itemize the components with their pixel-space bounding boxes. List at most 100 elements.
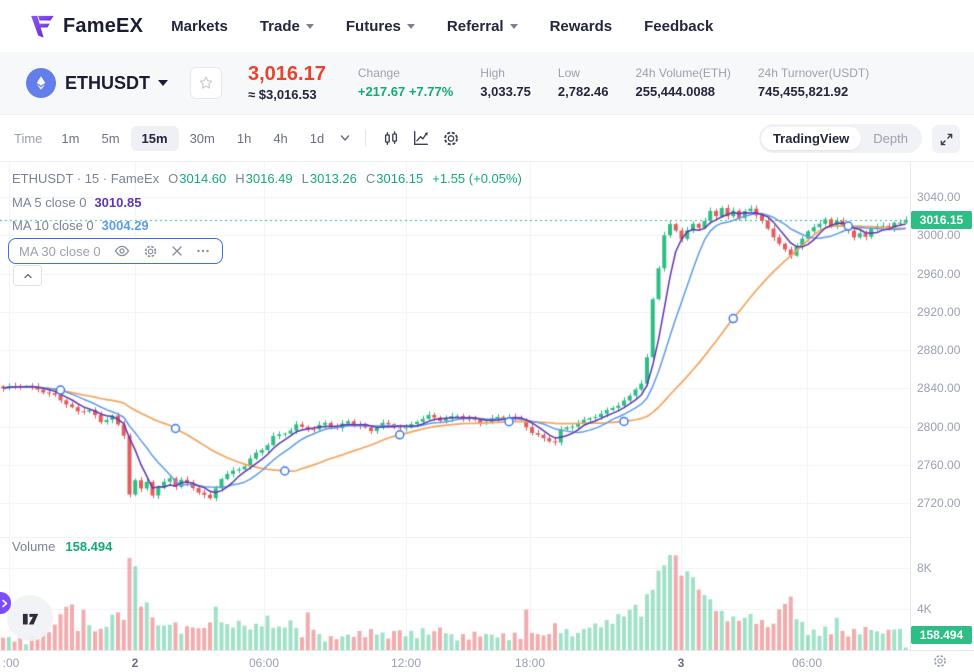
gear-icon	[934, 655, 946, 667]
candlestick-icon	[385, 130, 398, 145]
nav-item-trade[interactable]: Trade	[260, 18, 314, 35]
stat-change: Change +217.67 +7.77%	[357, 65, 454, 99]
star-icon	[199, 76, 213, 89]
timeframe-1d[interactable]: 1d	[299, 126, 335, 151]
last-price: 3,016.17	[248, 63, 326, 86]
tradingview-logo-icon	[22, 613, 39, 625]
ma30-label: MA 30 close 0	[19, 243, 101, 259]
pane-divider	[0, 537, 910, 538]
stat-low: Low 2,782.46	[557, 65, 609, 99]
chart-view-switch: TradingView Depth	[758, 124, 922, 153]
ma5-value: 3010.85	[94, 195, 142, 210]
gear-icon	[444, 131, 459, 145]
pair-name: ETHUSDT	[65, 72, 150, 93]
axis-settings-button[interactable]	[932, 653, 948, 669]
nav-item-markets[interactable]: Markets	[171, 17, 228, 35]
chart-toolbar: Time 1m 5m 15m 30m 1h 4h 1d TradingView	[0, 115, 974, 162]
price-chart-canvas[interactable]	[0, 162, 910, 650]
price-block: 3,016.17 ≈ $3,016.53	[248, 63, 326, 103]
top-navigation: FameEX Markets Trade Futures Referral Re…	[0, 0, 974, 52]
price-tick-label: 3040.00	[917, 190, 961, 204]
favorite-button[interactable]	[190, 67, 222, 99]
chart-settings-button[interactable]	[436, 123, 466, 153]
fameex-logo[interactable]: FameEX	[28, 12, 143, 40]
price-tick-label: 2760.00	[917, 457, 961, 472]
stat-high: High 3,033.75	[480, 65, 531, 99]
price-tick-label: 2880.00	[917, 343, 961, 357]
remove-indicator-icon[interactable]	[171, 245, 183, 257]
price-tick-label: 2960.00	[917, 266, 961, 281]
caret-down-icon	[406, 23, 415, 29]
legend-open: O 3014.60	[168, 171, 227, 186]
legend-title: ETHUSDT · 15 · FameEx	[12, 171, 160, 186]
nav-item-feedback[interactable]: Feedback	[644, 17, 714, 35]
expand-icon	[940, 133, 952, 145]
more-options-icon[interactable]	[196, 244, 210, 258]
ticker-bar: ETHUSDT 3,016.17 ≈ $3,016.53 Change +217…	[0, 52, 974, 115]
volume-legend: Volume 158.494	[12, 539, 113, 554]
legend-change: +1.55 (+0.05%)	[432, 171, 522, 186]
chart-area: ETHUSDT · 15 · FameEx O 3014.60 H 3016.49 …	[0, 162, 974, 672]
timeframe-5m[interactable]: 5m	[90, 126, 130, 151]
timeframe-1h[interactable]: 1h	[226, 126, 262, 151]
stat-volume: 24h Volume(ETH) 255,444.0088	[635, 65, 731, 99]
tradingview-watermark[interactable]	[7, 595, 53, 641]
tab-tradingview[interactable]: TradingView	[760, 127, 862, 150]
indicator-settings-icon[interactable]	[143, 244, 158, 259]
fameex-logo-icon	[31, 15, 54, 38]
timeframe-30m[interactable]: 30m	[179, 126, 226, 151]
price-axis-border	[910, 162, 911, 650]
drawing-toolbar-handle[interactable]	[0, 592, 11, 614]
ma10-value: 3004.29	[101, 218, 149, 233]
caret-down-icon	[305, 23, 314, 29]
timeframe-4h[interactable]: 4h	[262, 126, 298, 151]
eye-icon[interactable]	[114, 243, 130, 259]
legend-collapse-button[interactable]	[13, 265, 42, 286]
nav-item-futures[interactable]: Futures	[346, 18, 415, 35]
fullscreen-button[interactable]	[932, 125, 960, 153]
ma30-legend-hovered: MA 30 close 0	[8, 238, 223, 264]
volume-tick-label: 4K	[917, 602, 932, 616]
timeframe-1m[interactable]: 1m	[50, 126, 90, 151]
ticker-stats: Change +217.67 +7.77% High 3,033.75 Low …	[358, 66, 869, 100]
caret-down-icon	[158, 80, 168, 86]
price-tick-label: 3000.00	[917, 228, 961, 243]
chart-legend: ETHUSDT · 15 · FameEx O 3014.60 H 3016.49 …	[12, 172, 522, 185]
legend-low: L 3013.26	[301, 171, 357, 186]
price-tick-label: 2840.00	[917, 381, 961, 396]
main-nav: Markets Trade Futures Referral Rewards F…	[171, 18, 713, 35]
ma10-legend: MA 10 close 0 3004.29	[12, 218, 149, 233]
legend-close: C 3016.15	[365, 171, 424, 186]
chevron-up-icon	[23, 273, 32, 278]
time-tick-label: 06:00	[248, 656, 280, 670]
brand-name: FameEX	[63, 14, 144, 37]
time-tick-label: 18:00	[514, 656, 546, 670]
chevron-right-icon	[2, 599, 8, 607]
legend-high: H 3016.49	[235, 171, 293, 186]
time-tick-label: 2	[131, 656, 139, 670]
price-tick-label: 2720.00	[917, 496, 961, 510]
price-tick-label: 2920.00	[917, 304, 961, 319]
last-volume-badge: 158.494	[911, 626, 972, 644]
time-tick-label: :00	[2, 656, 20, 670]
time-tick-label: 3	[677, 656, 685, 670]
pair-selector[interactable]: ETHUSDT	[65, 73, 168, 94]
nav-item-rewards[interactable]: Rewards	[549, 17, 613, 35]
caret-down-icon	[509, 23, 518, 29]
last-price-badge: 3016.15	[911, 210, 972, 229]
indicators-button[interactable]	[406, 123, 436, 153]
line-chart-icon	[414, 131, 429, 145]
eth-icon	[26, 68, 56, 98]
candlestick-style-button[interactable]	[376, 123, 406, 153]
time-tick-label: 06:00	[791, 656, 823, 670]
nav-item-referral[interactable]: Referral	[447, 18, 518, 35]
more-timeframes-chevron[interactable]	[339, 132, 351, 144]
volume-tick-label: 8K	[917, 561, 932, 575]
stat-turnover: 24h Turnover(USDT) 745,455,821.92	[757, 65, 870, 99]
time-tick-label: 12:00	[390, 656, 422, 670]
timeframe-15m[interactable]: 15m	[130, 125, 179, 151]
time-label: Time	[14, 130, 43, 146]
ma5-legend: MA 5 close 0 3010.85	[12, 195, 142, 210]
tab-depth[interactable]: Depth	[873, 131, 908, 146]
price-tick-label: 2800.00	[917, 419, 961, 434]
